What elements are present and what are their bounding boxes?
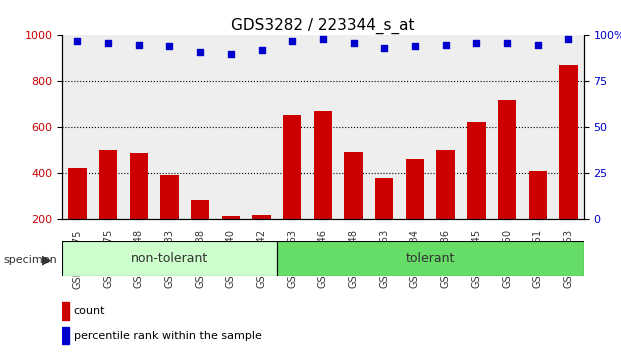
Point [103, 40, 113, 46]
Bar [160, 175, 179, 266]
Point [410, 44, 420, 49]
Text: ▶: ▶ [42, 254, 52, 267]
Point [348, 40, 358, 46]
Bar [345, 152, 363, 266]
Bar [252, 215, 271, 266]
Bar [68, 168, 87, 266]
Bar [498, 100, 516, 266]
Point [533, 42, 543, 47]
Point [165, 44, 175, 49]
Bar [437, 150, 455, 266]
Point [441, 42, 451, 47]
Point [471, 40, 481, 46]
Bar [277, 241, 584, 276]
Point [73, 38, 83, 44]
Text: specimen: specimen [3, 255, 57, 265]
Bar [528, 171, 547, 266]
Bar [62, 327, 69, 344]
Point [379, 45, 389, 51]
Point [288, 38, 297, 44]
Title: GDS3282 / 223344_s_at: GDS3282 / 223344_s_at [231, 18, 415, 34]
Bar [314, 111, 332, 266]
Bar [130, 153, 148, 266]
Bar [283, 115, 301, 266]
Bar [375, 178, 394, 266]
Bar [559, 65, 578, 266]
Point [195, 49, 205, 55]
Bar [191, 200, 209, 266]
Text: tolerant: tolerant [406, 252, 455, 265]
Point [563, 36, 573, 42]
Bar [99, 150, 117, 266]
Bar [222, 216, 240, 266]
Text: non-tolerant: non-tolerant [131, 252, 208, 265]
Point [318, 36, 328, 42]
Bar [406, 159, 424, 266]
Point [226, 51, 236, 57]
Point [256, 47, 266, 53]
Bar [62, 241, 277, 276]
Bar [62, 302, 69, 320]
Text: count: count [73, 306, 105, 316]
Bar [467, 122, 486, 266]
Text: percentile rank within the sample: percentile rank within the sample [73, 331, 261, 341]
Point [134, 42, 144, 47]
Point [502, 40, 512, 46]
